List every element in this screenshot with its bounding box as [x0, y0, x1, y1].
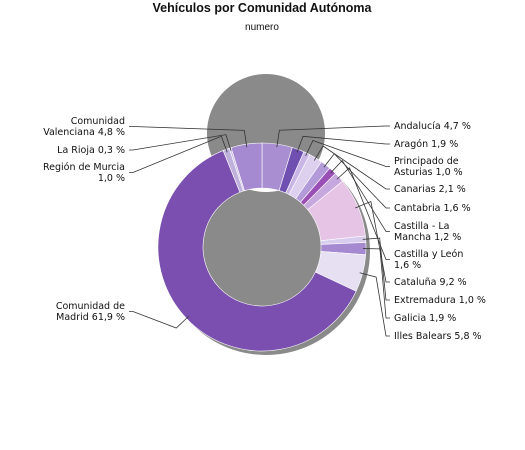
slice-label: Galicia 1,9 %	[394, 313, 456, 324]
slice-label: Castilla y León 1,6 %	[394, 249, 463, 271]
leader-line	[323, 153, 390, 209]
slice-label: Illes Balears 5,8 %	[394, 331, 482, 342]
leader-line	[313, 145, 390, 190]
slice-label: Canarias 2,1 %	[394, 184, 466, 195]
slice-label: Región de Murcia 1,0 %	[43, 162, 125, 184]
slice-label: Cantabria 1,6 %	[394, 203, 471, 214]
leader-line	[362, 248, 390, 319]
leader-line	[129, 135, 228, 173]
leader-line	[129, 134, 232, 151]
leader-line	[276, 125, 390, 148]
chart-subtitle: numero	[245, 22, 279, 33]
donut-slices	[157, 142, 367, 352]
slice-label: Cataluña 9,2 %	[394, 277, 467, 288]
slice-label: Comunidad Valenciana 4,8 %	[43, 116, 125, 138]
leader-line	[330, 159, 390, 232]
slice-label: Aragón 1,9 %	[394, 139, 458, 150]
leader-line	[296, 135, 390, 153]
leader-line	[336, 167, 390, 260]
leader-line	[359, 272, 390, 337]
slice-label: La Rioja 0,3 %	[57, 145, 125, 156]
chart-title: Vehículos por Comunidad Autónoma	[153, 1, 373, 15]
slice-labels: Andalucía 4,7 % Aragón 1,9 % Principado de…	[43, 116, 486, 342]
leader-line	[129, 126, 248, 148]
slice-comunidad-de-madrid-61-9	[157, 150, 357, 352]
leader-line	[362, 237, 390, 301]
slice-label: Andalucía 4,7 %	[394, 121, 471, 132]
leader-line	[129, 311, 189, 329]
leader-lines	[129, 125, 390, 337]
slice-label: Extremadura 1,0 %	[394, 295, 486, 306]
leader-line	[355, 200, 390, 283]
slice-label: Comunidad de Madrid 61,9 %	[56, 301, 125, 323]
slice-label: Castilla - La Mancha 1,2 %	[394, 221, 461, 243]
slice-comunidad-valenciana-4-8	[230, 142, 263, 192]
leader-line	[305, 140, 390, 167]
slice-label: Principado de Asturias 1,0 %	[394, 156, 463, 178]
